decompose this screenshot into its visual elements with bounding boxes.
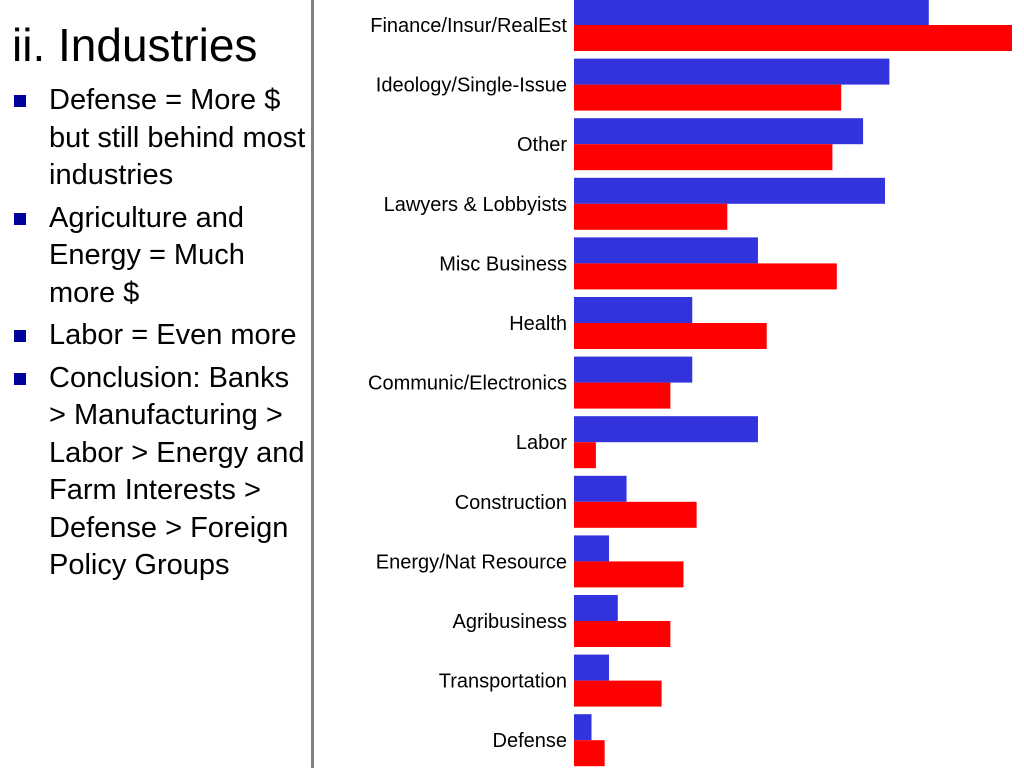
- bar-group: Communic/Electronics: [368, 356, 693, 409]
- bar-red: [574, 25, 1012, 51]
- bar-group: Health: [509, 297, 767, 349]
- bar-group: Ideology/Single-Issue: [376, 58, 890, 111]
- bar-group: Agribusiness: [452, 595, 671, 647]
- bullet-item-defense: Defense = More $ but still behind most i…: [14, 82, 310, 195]
- bar-red: [574, 501, 697, 528]
- category-label: Ideology/Single-Issue: [376, 75, 567, 97]
- bullet-text: Agriculture and Energy = Much more $: [49, 201, 245, 309]
- bullet-item-agriculture-energy: Agriculture and Energy = Much more $: [14, 200, 310, 313]
- bar-group: Energy/Nat Resource: [376, 535, 684, 588]
- bar-blue: [574, 237, 758, 264]
- bar-group: Defense: [493, 714, 605, 767]
- bar-blue: [574, 714, 592, 741]
- bar-red: [574, 323, 767, 349]
- bar-group: Other: [517, 118, 864, 171]
- category-label: Misc Business: [439, 253, 567, 275]
- square-bullet-icon: [14, 372, 26, 385]
- bar-group: Transportation: [439, 654, 662, 707]
- vertical-divider: [311, 0, 314, 768]
- bar-red: [574, 84, 842, 111]
- bar-blue: [574, 595, 618, 621]
- bar-red: [574, 561, 684, 588]
- bar-group: Labor: [516, 416, 758, 469]
- bar-blue: [574, 416, 758, 443]
- bar-red: [574, 740, 605, 767]
- bar-blue: [574, 297, 693, 323]
- square-bullet-icon: [14, 330, 26, 342]
- bar-red: [574, 680, 662, 707]
- bullet-item-labor: Labor = Even more: [14, 317, 310, 355]
- bar-red: [574, 144, 833, 171]
- bar-blue: [574, 118, 864, 145]
- industry-bar-chart: Finance/Insur/RealEst Ideology/Single-Iss…: [368, 0, 1012, 768]
- bullet-list: Defense = More $ but still behind most i…: [14, 82, 310, 590]
- bullet-text: Labor = Even more: [49, 319, 297, 351]
- slide-title: ii. Industries: [12, 19, 258, 71]
- bullet-item-conclusion: Conclusion: Banks > Manufacturing > Labo…: [14, 360, 310, 585]
- bar-group: Finance/Insur/RealEst: [370, 0, 1012, 51]
- bar-group: Lawyers & Lobbyists: [384, 177, 885, 230]
- category-label: Lawyers & Lobbyists: [384, 194, 567, 216]
- category-label: Defense: [493, 730, 568, 752]
- category-label: Health: [509, 313, 567, 335]
- bar-blue: [574, 0, 929, 25]
- bar-red: [574, 382, 671, 409]
- bar-blue: [574, 58, 890, 85]
- bar-red: [574, 442, 596, 469]
- category-label: Transportation: [439, 671, 567, 693]
- bar-red: [574, 621, 671, 647]
- category-label: Other: [517, 134, 567, 156]
- bar-group: Construction: [455, 475, 697, 528]
- square-bullet-icon: [14, 212, 26, 225]
- bar-red: [574, 203, 728, 230]
- bar-group: Misc Business: [439, 237, 837, 290]
- category-label: Communic/Electronics: [368, 373, 567, 395]
- category-label: Energy/Nat Resource: [376, 551, 567, 573]
- square-bullet-icon: [14, 95, 26, 107]
- bar-blue: [574, 654, 610, 681]
- bar-blue: [574, 475, 627, 502]
- bar-red: [574, 263, 837, 290]
- category-label: Agribusiness: [452, 611, 567, 633]
- bullet-text: Defense = More $ but still behind most i…: [49, 84, 306, 191]
- bar-blue: [574, 535, 610, 562]
- bar-blue: [574, 356, 693, 383]
- category-label: Finance/Insur/RealEst: [370, 15, 567, 37]
- text-panel: ii. Industries Defense = More $ but stil…: [0, 0, 310, 768]
- category-label: Labor: [516, 432, 567, 454]
- category-label: Construction: [455, 492, 567, 514]
- bullet-text: Conclusion: Banks > Manufacturing > Labo…: [49, 361, 305, 582]
- bar-blue: [574, 177, 885, 204]
